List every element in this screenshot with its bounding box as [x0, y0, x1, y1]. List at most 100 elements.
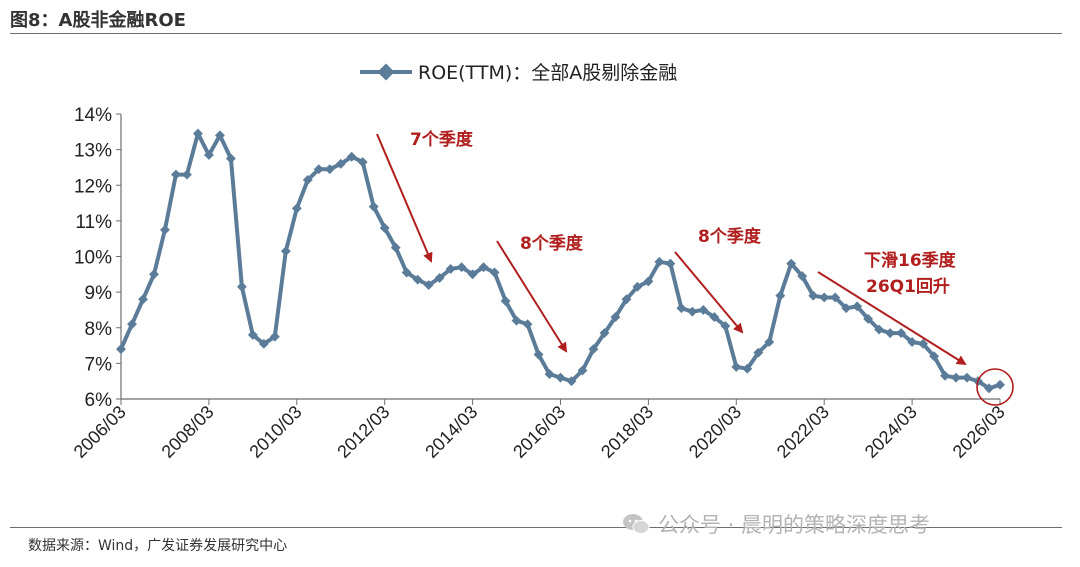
annotation-2: 8个季度: [520, 233, 584, 254]
data-point: [522, 319, 533, 330]
data-point: [533, 349, 544, 360]
data-point: [203, 150, 214, 160]
y-tick-label: 10%: [74, 248, 112, 269]
data-point: [346, 151, 357, 162]
data-point: [269, 331, 280, 342]
data-point: [423, 280, 434, 290]
data-point: [665, 258, 676, 269]
data-point: [577, 365, 588, 376]
data-point: [907, 337, 918, 347]
data-point: [797, 271, 808, 282]
data-point: [709, 312, 720, 323]
data-point: [159, 224, 170, 235]
data-point: [676, 303, 687, 314]
legend: ROE(TTM)：全部A股剔除金融: [360, 62, 677, 84]
x-tick-label: 2024/03: [861, 402, 921, 462]
y-tick-label: 9%: [85, 283, 113, 304]
data-point: [171, 169, 181, 180]
data-point: [775, 290, 786, 301]
data-point: [555, 372, 566, 383]
data-point: [962, 372, 972, 383]
arrow-2: [496, 240, 568, 353]
annotation-1: 7个季度: [410, 129, 474, 150]
data-point: [654, 256, 665, 267]
data-point: [621, 294, 632, 305]
data-point: [291, 203, 302, 214]
data-point: [808, 290, 819, 301]
data-point: [764, 337, 775, 347]
data-point: [742, 363, 753, 374]
data-point: [225, 153, 236, 164]
y-tick-label: 13%: [74, 141, 112, 162]
data-point: [138, 294, 148, 305]
data-point: [302, 174, 313, 185]
y-axis-ticks: 6% 7% 8% 9% 10% 11% 12% 13% 14%: [74, 105, 121, 411]
data-point: [984, 383, 994, 394]
x-tick-label: 2012/03: [333, 402, 393, 462]
data-point: [379, 223, 390, 233]
data-point: [940, 370, 950, 381]
data-point: [313, 164, 324, 175]
data-point: [181, 169, 192, 180]
data-point: [874, 324, 885, 335]
y-tick-label: 6%: [85, 390, 113, 411]
arrow-1: [376, 133, 433, 263]
x-axis-ticks: 2006/03 2008/03 2010/03 2012/03 2014/03 2016/…: [70, 399, 1009, 462]
x-tick-label: 2008/03: [158, 402, 218, 462]
data-point: [786, 258, 797, 269]
x-tick-label: 2020/03: [685, 402, 745, 462]
data-point: [731, 361, 742, 372]
data-point: [127, 319, 137, 330]
y-tick-label: 7%: [85, 354, 113, 375]
highlight-circle: [976, 368, 1014, 406]
legend-marker: [377, 63, 395, 81]
x-tick-label: 2016/03: [509, 402, 569, 462]
legend-label: ROE(TTM)：全部A股剔除金融: [418, 62, 677, 84]
x-tick-label: 2010/03: [245, 402, 305, 462]
arrow-4: [817, 271, 967, 366]
data-point: [236, 281, 247, 292]
source-note: 数据来源：Wind，广发证券发展研究中心: [28, 538, 288, 554]
data-point: [687, 306, 698, 317]
annotation-4: 下滑16季度: [864, 250, 957, 271]
data-point: [258, 338, 269, 349]
data-point: [632, 281, 643, 292]
data-point: [929, 351, 940, 362]
y-tick-label: 11%: [75, 212, 112, 233]
y-tick-label: 8%: [85, 319, 113, 340]
data-point: [489, 267, 500, 278]
data-point: [995, 379, 1005, 390]
data-point: [720, 321, 731, 331]
figure-title: 图8：A股非金融ROE: [10, 10, 186, 31]
x-tick-label: 2018/03: [597, 402, 657, 462]
data-point: [566, 376, 577, 387]
wechat-icon: [623, 514, 650, 534]
bottom-rule: [10, 527, 1062, 528]
data-point: [214, 130, 225, 141]
arrow-3: [674, 251, 744, 334]
data-point: [885, 328, 896, 339]
annotations: 7个季度 8个季度 8个季度 下滑16季度 26Q1回升: [376, 129, 1014, 406]
data-point: [830, 292, 841, 303]
x-tick-label: 2014/03: [421, 402, 481, 462]
data-point: [753, 347, 764, 358]
data-point: [192, 128, 203, 139]
watermark-text: 公众号 · 晨明的策略深度思考: [658, 513, 931, 537]
x-tick-label: 2026/03: [949, 402, 1009, 462]
y-tick-label: 12%: [74, 176, 112, 197]
data-point: [951, 372, 961, 383]
annotation-3: 8个季度: [698, 226, 762, 247]
data-point: [918, 338, 929, 349]
data-point: [456, 262, 467, 273]
data-point: [401, 267, 412, 278]
data-point: [247, 329, 258, 340]
data-point: [478, 262, 489, 273]
data-point: [149, 269, 159, 280]
annotation-5: 26Q1回升: [866, 277, 950, 297]
y-tick-label: 14%: [74, 105, 112, 126]
data-point: [819, 292, 830, 303]
data-point: [863, 313, 874, 324]
watermark: 公众号 · 晨明的策略深度思考: [622, 507, 930, 541]
data-point: [280, 246, 291, 257]
